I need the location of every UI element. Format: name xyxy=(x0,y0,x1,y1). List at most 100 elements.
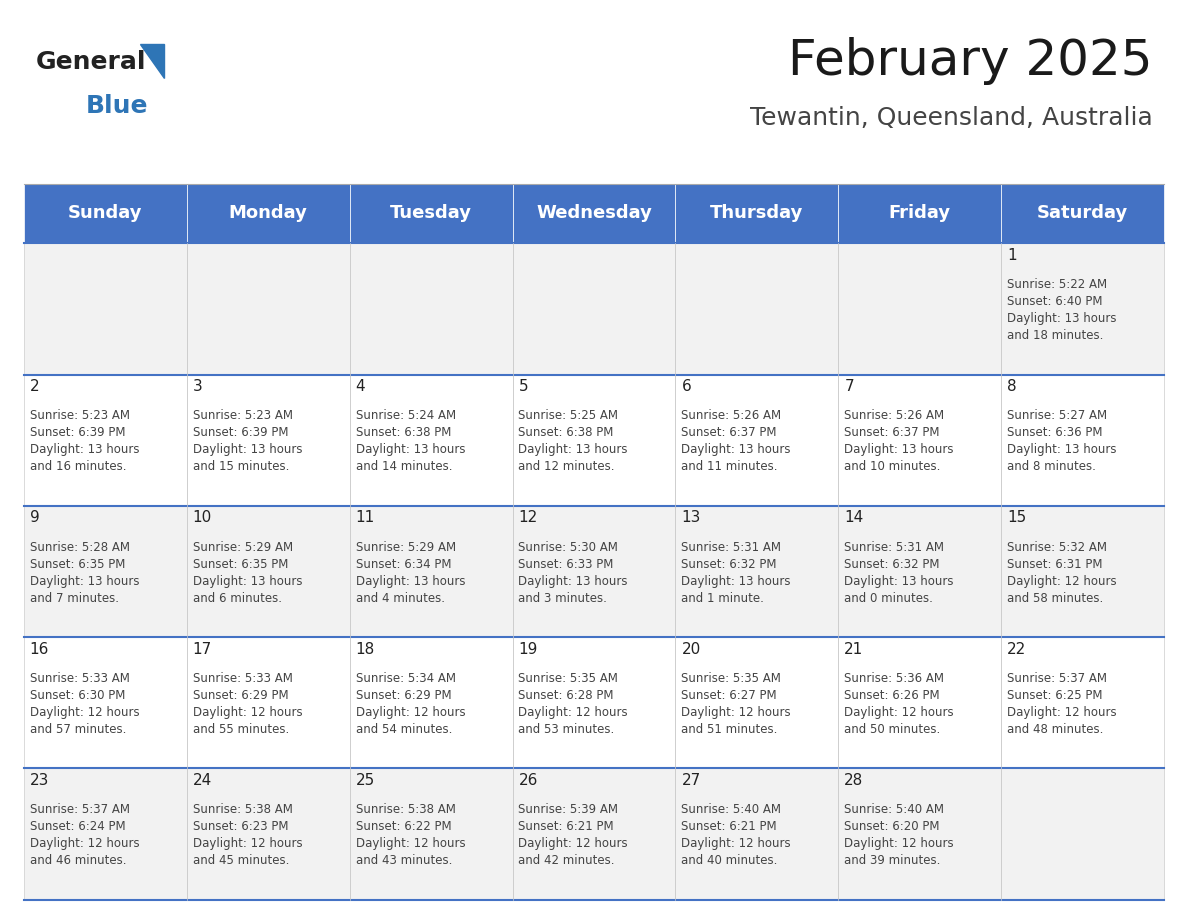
FancyBboxPatch shape xyxy=(24,184,187,243)
Text: Monday: Monday xyxy=(229,205,308,222)
Text: 4: 4 xyxy=(355,379,365,394)
FancyBboxPatch shape xyxy=(1001,375,1164,506)
Text: Sunrise: 5:33 AM
Sunset: 6:29 PM
Daylight: 12 hours
and 55 minutes.: Sunrise: 5:33 AM Sunset: 6:29 PM Dayligh… xyxy=(192,672,302,736)
Text: 14: 14 xyxy=(845,510,864,525)
Text: Sunrise: 5:31 AM
Sunset: 6:32 PM
Daylight: 13 hours
and 0 minutes.: Sunrise: 5:31 AM Sunset: 6:32 PM Dayligh… xyxy=(845,541,954,605)
FancyBboxPatch shape xyxy=(187,243,349,375)
FancyBboxPatch shape xyxy=(1001,768,1164,900)
FancyBboxPatch shape xyxy=(512,637,676,768)
Text: 16: 16 xyxy=(30,642,49,656)
Text: Sunrise: 5:36 AM
Sunset: 6:26 PM
Daylight: 12 hours
and 50 minutes.: Sunrise: 5:36 AM Sunset: 6:26 PM Dayligh… xyxy=(845,672,954,736)
FancyBboxPatch shape xyxy=(187,184,349,243)
Text: Sunrise: 5:29 AM
Sunset: 6:34 PM
Daylight: 13 hours
and 4 minutes.: Sunrise: 5:29 AM Sunset: 6:34 PM Dayligh… xyxy=(355,541,465,605)
Text: Sunrise: 5:22 AM
Sunset: 6:40 PM
Daylight: 13 hours
and 18 minutes.: Sunrise: 5:22 AM Sunset: 6:40 PM Dayligh… xyxy=(1007,278,1117,342)
FancyBboxPatch shape xyxy=(839,506,1001,637)
FancyBboxPatch shape xyxy=(349,375,512,506)
Text: Sunrise: 5:33 AM
Sunset: 6:30 PM
Daylight: 12 hours
and 57 minutes.: Sunrise: 5:33 AM Sunset: 6:30 PM Dayligh… xyxy=(30,672,139,736)
Text: Sunrise: 5:38 AM
Sunset: 6:23 PM
Daylight: 12 hours
and 45 minutes.: Sunrise: 5:38 AM Sunset: 6:23 PM Dayligh… xyxy=(192,803,302,868)
Text: Sunrise: 5:37 AM
Sunset: 6:24 PM
Daylight: 12 hours
and 46 minutes.: Sunrise: 5:37 AM Sunset: 6:24 PM Dayligh… xyxy=(30,803,139,868)
FancyBboxPatch shape xyxy=(1001,506,1164,637)
Text: February 2025: February 2025 xyxy=(788,37,1152,84)
Text: Sunrise: 5:30 AM
Sunset: 6:33 PM
Daylight: 13 hours
and 3 minutes.: Sunrise: 5:30 AM Sunset: 6:33 PM Dayligh… xyxy=(518,541,628,605)
FancyBboxPatch shape xyxy=(512,768,676,900)
Text: Sunrise: 5:37 AM
Sunset: 6:25 PM
Daylight: 12 hours
and 48 minutes.: Sunrise: 5:37 AM Sunset: 6:25 PM Dayligh… xyxy=(1007,672,1117,736)
FancyBboxPatch shape xyxy=(512,506,676,637)
Text: Sunrise: 5:40 AM
Sunset: 6:20 PM
Daylight: 12 hours
and 39 minutes.: Sunrise: 5:40 AM Sunset: 6:20 PM Dayligh… xyxy=(845,803,954,868)
Text: 13: 13 xyxy=(682,510,701,525)
Text: 8: 8 xyxy=(1007,379,1017,394)
Text: 27: 27 xyxy=(682,773,701,788)
Text: Tuesday: Tuesday xyxy=(390,205,472,222)
FancyBboxPatch shape xyxy=(676,637,839,768)
Text: Sunrise: 5:27 AM
Sunset: 6:36 PM
Daylight: 13 hours
and 8 minutes.: Sunrise: 5:27 AM Sunset: 6:36 PM Dayligh… xyxy=(1007,409,1117,474)
Text: 19: 19 xyxy=(518,642,538,656)
Text: 17: 17 xyxy=(192,642,211,656)
FancyBboxPatch shape xyxy=(187,768,349,900)
Text: 26: 26 xyxy=(518,773,538,788)
FancyBboxPatch shape xyxy=(512,375,676,506)
Text: Sunrise: 5:31 AM
Sunset: 6:32 PM
Daylight: 13 hours
and 1 minute.: Sunrise: 5:31 AM Sunset: 6:32 PM Dayligh… xyxy=(682,541,791,605)
Text: Wednesday: Wednesday xyxy=(536,205,652,222)
Text: 23: 23 xyxy=(30,773,49,788)
Text: Friday: Friday xyxy=(889,205,950,222)
Text: Sunrise: 5:26 AM
Sunset: 6:37 PM
Daylight: 13 hours
and 10 minutes.: Sunrise: 5:26 AM Sunset: 6:37 PM Dayligh… xyxy=(845,409,954,474)
Text: Sunrise: 5:39 AM
Sunset: 6:21 PM
Daylight: 12 hours
and 42 minutes.: Sunrise: 5:39 AM Sunset: 6:21 PM Dayligh… xyxy=(518,803,628,868)
FancyBboxPatch shape xyxy=(187,506,349,637)
Text: Saturday: Saturday xyxy=(1037,205,1129,222)
Text: Thursday: Thursday xyxy=(710,205,803,222)
FancyBboxPatch shape xyxy=(24,375,187,506)
FancyBboxPatch shape xyxy=(187,375,349,506)
Text: 25: 25 xyxy=(355,773,374,788)
Text: Sunrise: 5:24 AM
Sunset: 6:38 PM
Daylight: 13 hours
and 14 minutes.: Sunrise: 5:24 AM Sunset: 6:38 PM Dayligh… xyxy=(355,409,465,474)
FancyBboxPatch shape xyxy=(676,243,839,375)
FancyBboxPatch shape xyxy=(839,243,1001,375)
FancyBboxPatch shape xyxy=(512,243,676,375)
Text: Tewantin, Queensland, Australia: Tewantin, Queensland, Australia xyxy=(750,106,1152,129)
Text: Sunday: Sunday xyxy=(68,205,143,222)
Text: 7: 7 xyxy=(845,379,854,394)
Text: Sunrise: 5:29 AM
Sunset: 6:35 PM
Daylight: 13 hours
and 6 minutes.: Sunrise: 5:29 AM Sunset: 6:35 PM Dayligh… xyxy=(192,541,302,605)
Text: 20: 20 xyxy=(682,642,701,656)
Text: Sunrise: 5:32 AM
Sunset: 6:31 PM
Daylight: 12 hours
and 58 minutes.: Sunrise: 5:32 AM Sunset: 6:31 PM Dayligh… xyxy=(1007,541,1117,605)
Text: Blue: Blue xyxy=(86,94,148,118)
FancyBboxPatch shape xyxy=(349,637,512,768)
FancyBboxPatch shape xyxy=(349,768,512,900)
Text: 3: 3 xyxy=(192,379,202,394)
Text: 9: 9 xyxy=(30,510,39,525)
FancyBboxPatch shape xyxy=(24,506,187,637)
FancyBboxPatch shape xyxy=(187,637,349,768)
FancyBboxPatch shape xyxy=(676,506,839,637)
Text: Sunrise: 5:38 AM
Sunset: 6:22 PM
Daylight: 12 hours
and 43 minutes.: Sunrise: 5:38 AM Sunset: 6:22 PM Dayligh… xyxy=(355,803,466,868)
FancyBboxPatch shape xyxy=(839,637,1001,768)
Text: 10: 10 xyxy=(192,510,211,525)
Text: 21: 21 xyxy=(845,642,864,656)
Text: 15: 15 xyxy=(1007,510,1026,525)
Text: Sunrise: 5:40 AM
Sunset: 6:21 PM
Daylight: 12 hours
and 40 minutes.: Sunrise: 5:40 AM Sunset: 6:21 PM Dayligh… xyxy=(682,803,791,868)
FancyBboxPatch shape xyxy=(349,243,512,375)
FancyBboxPatch shape xyxy=(24,637,187,768)
FancyBboxPatch shape xyxy=(839,768,1001,900)
Text: Sunrise: 5:23 AM
Sunset: 6:39 PM
Daylight: 13 hours
and 16 minutes.: Sunrise: 5:23 AM Sunset: 6:39 PM Dayligh… xyxy=(30,409,139,474)
Text: 5: 5 xyxy=(518,379,529,394)
Text: Sunrise: 5:35 AM
Sunset: 6:27 PM
Daylight: 12 hours
and 51 minutes.: Sunrise: 5:35 AM Sunset: 6:27 PM Dayligh… xyxy=(682,672,791,736)
Text: Sunrise: 5:25 AM
Sunset: 6:38 PM
Daylight: 13 hours
and 12 minutes.: Sunrise: 5:25 AM Sunset: 6:38 PM Dayligh… xyxy=(518,409,628,474)
Text: 2: 2 xyxy=(30,379,39,394)
Text: Sunrise: 5:34 AM
Sunset: 6:29 PM
Daylight: 12 hours
and 54 minutes.: Sunrise: 5:34 AM Sunset: 6:29 PM Dayligh… xyxy=(355,672,466,736)
Text: Sunrise: 5:35 AM
Sunset: 6:28 PM
Daylight: 12 hours
and 53 minutes.: Sunrise: 5:35 AM Sunset: 6:28 PM Dayligh… xyxy=(518,672,628,736)
Text: Sunrise: 5:26 AM
Sunset: 6:37 PM
Daylight: 13 hours
and 11 minutes.: Sunrise: 5:26 AM Sunset: 6:37 PM Dayligh… xyxy=(682,409,791,474)
FancyBboxPatch shape xyxy=(24,243,187,375)
FancyBboxPatch shape xyxy=(24,768,187,900)
FancyBboxPatch shape xyxy=(1001,184,1164,243)
Text: 1: 1 xyxy=(1007,248,1017,263)
Text: 22: 22 xyxy=(1007,642,1026,656)
Text: 6: 6 xyxy=(682,379,691,394)
Text: 11: 11 xyxy=(355,510,374,525)
FancyBboxPatch shape xyxy=(349,506,512,637)
FancyBboxPatch shape xyxy=(1001,637,1164,768)
Text: Sunrise: 5:28 AM
Sunset: 6:35 PM
Daylight: 13 hours
and 7 minutes.: Sunrise: 5:28 AM Sunset: 6:35 PM Dayligh… xyxy=(30,541,139,605)
FancyBboxPatch shape xyxy=(1001,243,1164,375)
Text: 12: 12 xyxy=(518,510,538,525)
FancyBboxPatch shape xyxy=(839,184,1001,243)
FancyBboxPatch shape xyxy=(676,768,839,900)
Text: General: General xyxy=(36,50,146,74)
